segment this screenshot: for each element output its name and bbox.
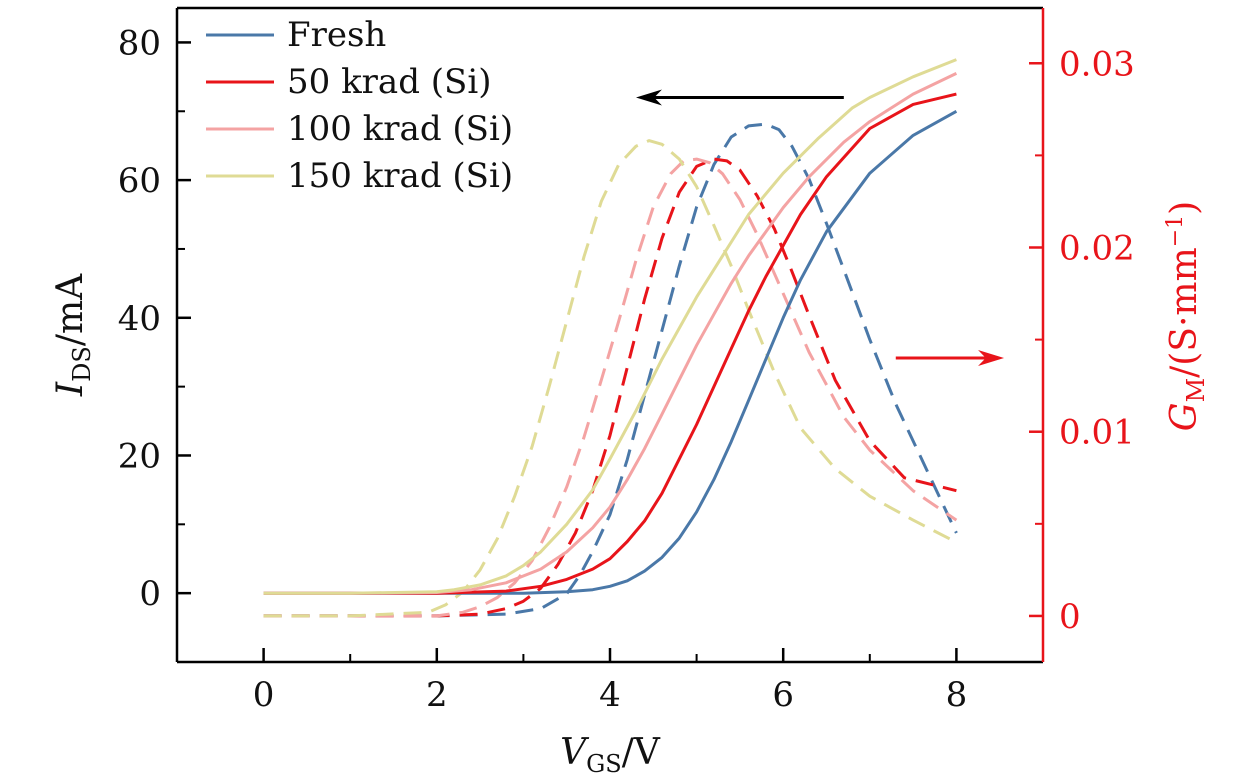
x-tick-label: 8 [946, 675, 968, 715]
legend-label-fresh: Fresh [287, 15, 386, 55]
x-tick-label: 4 [599, 675, 621, 715]
gm-curve-100-krad-si [263, 157, 958, 618]
arrow-right-head [978, 350, 1005, 367]
gm-curve-50-krad-si [263, 157, 957, 618]
arrow-left-head [635, 89, 662, 106]
x-tick-label: 2 [426, 675, 448, 715]
ids-curve-fresh [263, 109, 958, 595]
y-right-tick-label: 0.02 [1059, 228, 1135, 268]
y-left-tick-label: 20 [118, 436, 161, 476]
x-tick-label: 6 [772, 675, 794, 715]
y-right-tick-label: 0.03 [1059, 44, 1135, 84]
y-left-tick-label: 40 [118, 299, 161, 339]
y-right-tick-label: 0 [1059, 597, 1081, 637]
ids-curve-100-krad-si [263, 72, 958, 595]
y-right-axis-title: GM/(S·mm−1) [1163, 201, 1210, 431]
ids-curve-50-krad-si [263, 92, 957, 595]
y-left-tick-label: 80 [118, 23, 161, 63]
arrows-layer [635, 89, 1005, 367]
legend-label-50krad: 50 krad (Si) [287, 62, 491, 102]
y-left-tick-label: 60 [118, 161, 161, 201]
legend-label-150krad: 150 krad (Si) [287, 156, 513, 196]
legend-label-100krad: 100 krad (Si) [287, 109, 513, 149]
y-right-tick-label: 0.01 [1059, 413, 1135, 453]
x-axis-title: VGS/V [560, 732, 661, 778]
y-left-axis-title: IDS/mA [50, 273, 96, 397]
y-left-tick-label: 0 [139, 574, 161, 614]
legend: Fresh 50 krad (Si) 100 krad (Si) 150 kra… [206, 15, 513, 196]
ids-curve-150-krad-si [263, 58, 957, 595]
x-tick-label: 0 [253, 675, 275, 715]
series-layer [263, 58, 958, 618]
gm-curve-150-krad-si [263, 139, 958, 618]
gm-curve-fresh [263, 122, 958, 618]
